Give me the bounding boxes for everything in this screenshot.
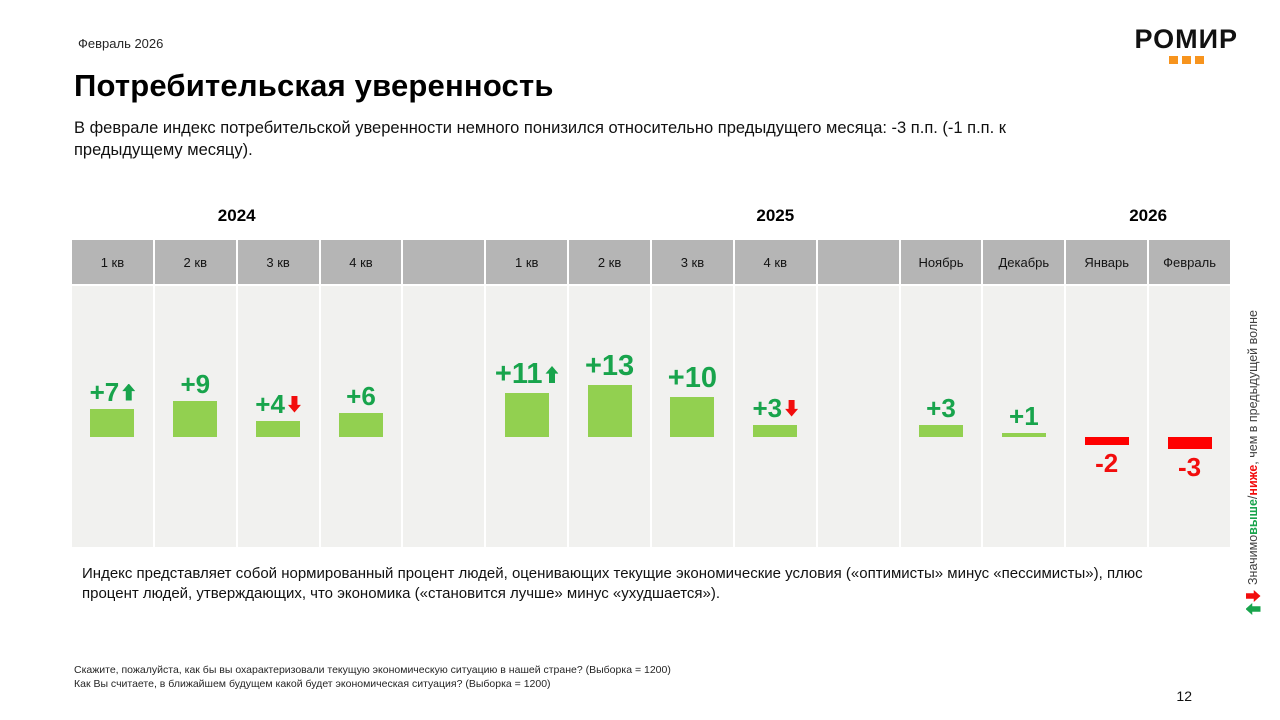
column-header: Январь — [1066, 240, 1148, 284]
bar-+3 — [918, 425, 963, 437]
up-arrow-icon — [122, 383, 136, 401]
chart-column-spacer — [817, 286, 899, 547]
romir-logo-text: РОМИР — [1134, 24, 1238, 54]
bar-value-label: +10 — [668, 364, 717, 393]
legend-higher: выше — [1246, 499, 1260, 535]
chart-column: +11 — [486, 286, 568, 547]
chart-column: +3 — [900, 286, 982, 547]
down-arrow-icon — [287, 395, 301, 413]
page-title: Потребительская уверенность — [74, 68, 554, 103]
bar--3 — [1167, 437, 1212, 449]
chart-column: +1 — [983, 286, 1065, 547]
bar-value-text: +9 — [180, 369, 211, 399]
column-header: Ноябрь — [900, 240, 982, 284]
bar-+6 — [338, 413, 383, 437]
survey-question-2: Как Вы считаете, в ближайшем будущем как… — [74, 678, 551, 691]
significance-legend: Значимо выше / ниже , чем в предыдущей в… — [1245, 235, 1261, 615]
survey-question-1: Скажите, пожалуйста, как бы вы охарактер… — [74, 664, 671, 676]
bar-value-text: +13 — [584, 350, 635, 382]
bar-value-label: +13 — [585, 352, 634, 381]
column-header: 1 кв — [486, 240, 568, 284]
column-header: 2 кв — [154, 240, 236, 284]
chart-column: +9 — [154, 286, 236, 547]
column-header-spacer — [817, 240, 899, 284]
page-number: 12 — [1176, 688, 1192, 704]
bar-value-label: +11 — [495, 360, 559, 389]
bar-+10 — [670, 397, 715, 437]
bar-value-text: +6 — [346, 381, 376, 411]
bar-value-text: -2 — [1095, 448, 1119, 478]
year-label-2025: 2025 — [756, 206, 795, 225]
bar-value-label: +6 — [346, 383, 376, 409]
romir-logo: РОМИР — [1134, 26, 1238, 64]
chart-column: +3 — [734, 286, 816, 547]
year-label-2024: 2024 — [217, 206, 256, 225]
column-header: Декабрь — [983, 240, 1065, 284]
bar-+4 — [256, 421, 301, 437]
bar-value-label: +1 — [1009, 403, 1039, 429]
column-header-spacer — [403, 240, 485, 284]
bar-value-label: +3 — [926, 395, 956, 421]
up-arrow-icon — [545, 366, 559, 383]
slide-subtitle: В феврале индекс потребительской уверенн… — [74, 119, 1007, 159]
column-header: 3 кв — [651, 240, 733, 284]
chart-column: +4 — [237, 286, 319, 547]
significance-down-arrow-icon — [1246, 590, 1261, 602]
chart-column: +7 — [72, 286, 153, 547]
bar-value-label: -2 — [1095, 450, 1118, 476]
consumer-confidence-chart: 1 кв 2 кв 3 кв 4 кв 1 кв 2 кв 3 кв 4 кв Ноябрь Де… — [72, 240, 1230, 547]
legend-separator: / — [1246, 495, 1260, 500]
bar--2 — [1084, 437, 1129, 445]
bar-value-text: +1 — [1009, 401, 1039, 431]
chart-column: +10 — [651, 286, 733, 547]
column-header: 4 кв — [734, 240, 816, 284]
chart-column: +13 — [569, 286, 650, 547]
bar-value-label: +9 — [180, 371, 210, 397]
bar-value-label: -3 — [1178, 454, 1201, 480]
bar-+7 — [90, 409, 135, 437]
survey-questions: Скажите, пожалуйста, как бы вы охарактер… — [74, 663, 671, 691]
chart-column: +6 — [320, 286, 402, 547]
bar-value-text: -3 — [1178, 452, 1202, 482]
romir-logo-dots-icon — [1134, 56, 1238, 64]
bar-value-text: +3 — [926, 393, 956, 423]
logo-dot-icon — [1168, 56, 1178, 64]
bar-+1 — [1001, 433, 1046, 437]
legend-prefix: Значимо — [1246, 534, 1260, 585]
bar-value-label: +4 — [255, 391, 301, 417]
chart-column-spacer — [403, 286, 485, 547]
bar-value-text: +4 — [255, 389, 285, 419]
bar-value-text: +10 — [667, 362, 718, 394]
bar-value-label: +7 — [90, 379, 136, 405]
legend-suffix: , чем в предыдущей волне — [1246, 310, 1260, 465]
logo-dot-icon — [1194, 56, 1204, 64]
bar-+11 — [504, 393, 549, 437]
year-label-2026: 2026 — [1129, 206, 1168, 225]
column-header: 1 кв — [72, 240, 153, 284]
bar-+13 — [587, 385, 632, 437]
column-header: 3 кв — [237, 240, 319, 284]
slide-date: Февраль 2026 — [78, 36, 164, 51]
bar-value-text: +7 — [89, 377, 120, 407]
logo-dot-icon — [1181, 56, 1191, 64]
methodology-note: Индекс представляет собой нормированный … — [82, 565, 1143, 602]
bar-+9 — [173, 401, 218, 437]
column-header: Февраль — [1149, 240, 1230, 284]
bar-value-text: +11 — [494, 358, 543, 390]
bar-+3 — [753, 425, 798, 437]
bar-value-text: +3 — [752, 393, 783, 423]
column-header: 2 кв — [569, 240, 650, 284]
year-header-row: 2024 2025 2026 — [72, 206, 1230, 226]
down-arrow-icon — [785, 399, 799, 417]
chart-column: -2 — [1066, 286, 1148, 547]
chart-column: -3 — [1149, 286, 1230, 547]
column-header: 4 кв — [320, 240, 402, 284]
significance-up-arrow-icon — [1246, 603, 1261, 615]
bar-value-label: +3 — [752, 393, 799, 423]
legend-lower: ниже — [1246, 464, 1260, 496]
